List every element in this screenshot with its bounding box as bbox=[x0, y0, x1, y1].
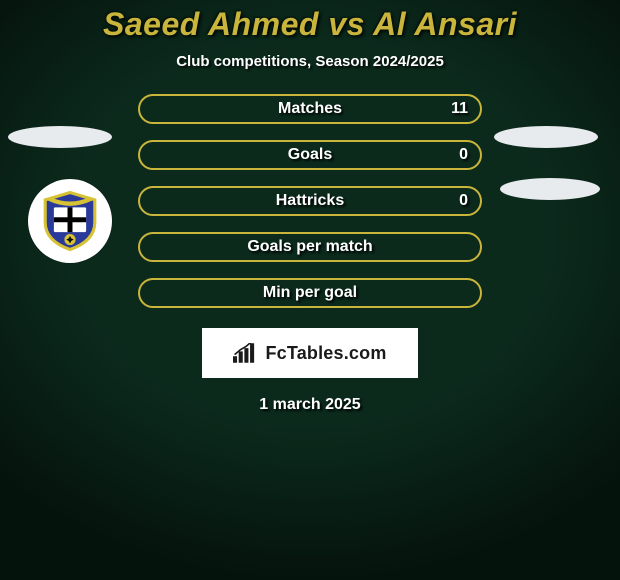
stat-row: Goals 0 bbox=[138, 140, 482, 170]
subtitle: Club competitions, Season 2024/2025 bbox=[0, 53, 620, 70]
stat-row: Min per goal bbox=[138, 278, 482, 308]
stat-value-right: 0 bbox=[459, 146, 468, 164]
stat-row: Matches11 bbox=[138, 94, 482, 124]
fctables-logo: FcTables.com bbox=[202, 328, 418, 378]
stat-row: Hattricks 0 bbox=[138, 186, 482, 216]
logo-text: FcTables.com bbox=[265, 343, 386, 364]
stat-value-right: 0 bbox=[459, 192, 468, 210]
crest-icon bbox=[39, 190, 101, 252]
bars-icon bbox=[233, 343, 259, 363]
right-player-ellipse-2 bbox=[500, 178, 600, 200]
date-label: 1 march 2025 bbox=[0, 396, 620, 414]
stat-label: Goals per match bbox=[247, 238, 372, 256]
stat-label: Goals bbox=[288, 146, 332, 164]
right-player-ellipse-1 bbox=[494, 126, 598, 148]
content-area: Saeed Ahmed vs Al Ansari Club competitio… bbox=[0, 0, 620, 580]
stat-row: Goals per match bbox=[138, 232, 482, 262]
stat-value-right: 11 bbox=[451, 100, 468, 118]
club-crest bbox=[28, 179, 112, 263]
stat-label: Hattricks bbox=[276, 192, 344, 210]
stat-label: Min per goal bbox=[263, 284, 357, 302]
page-title: Saeed Ahmed vs Al Ansari bbox=[0, 6, 620, 43]
left-player-ellipse bbox=[8, 126, 112, 148]
